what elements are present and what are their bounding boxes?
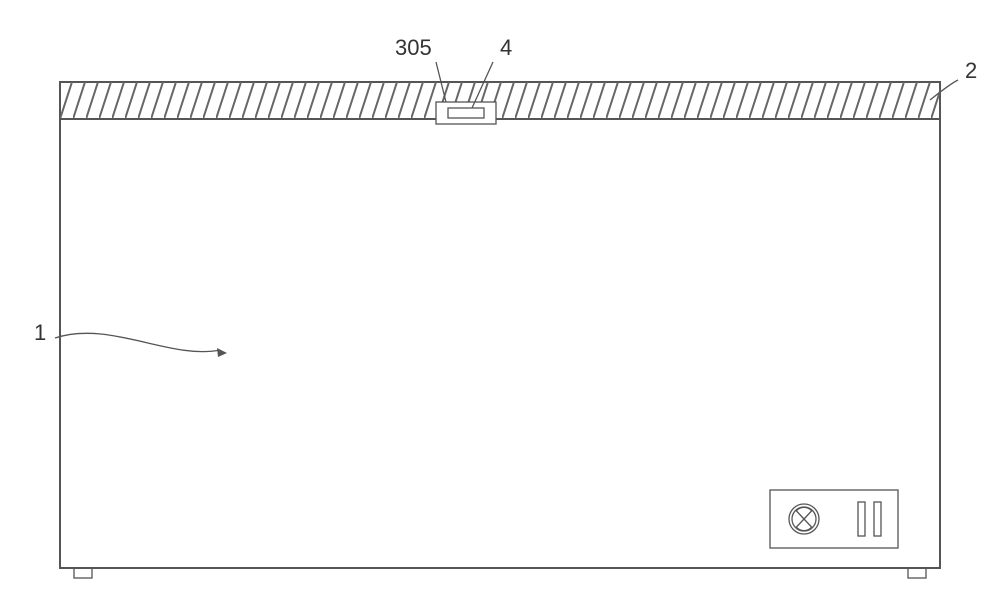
label-305: 305 xyxy=(395,35,432,60)
foot-2 xyxy=(908,568,926,578)
label-1: 1 xyxy=(34,320,46,345)
label-4: 4 xyxy=(500,35,512,60)
foot-1 xyxy=(74,568,92,578)
latch-inner xyxy=(448,108,484,118)
freezer-lid-hatch xyxy=(60,82,940,119)
label-2: 2 xyxy=(965,58,977,83)
